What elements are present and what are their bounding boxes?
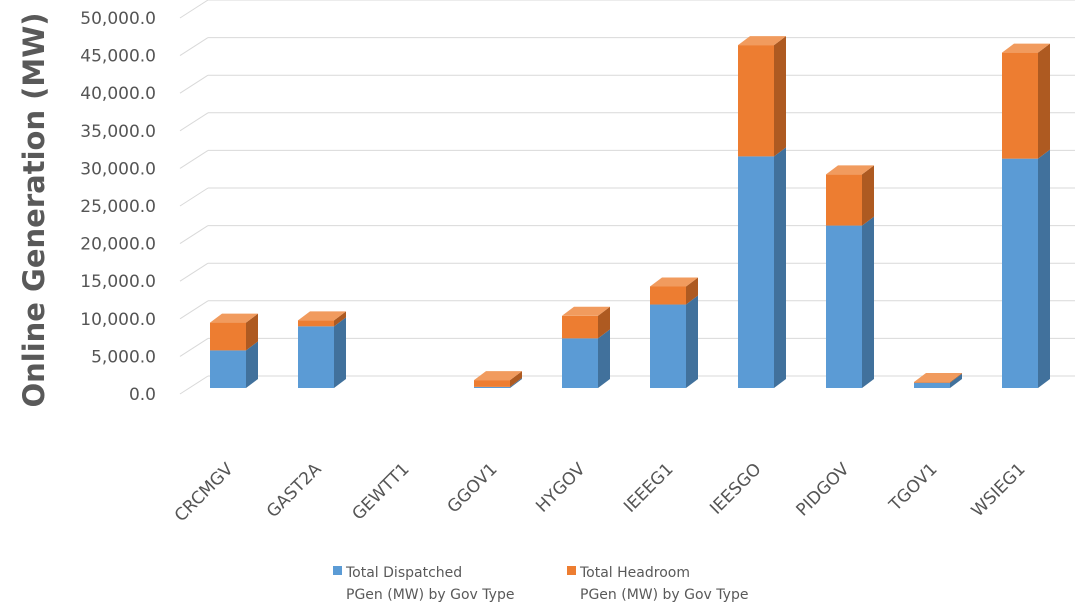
- bar-segment: [474, 371, 522, 387]
- y-tick-label: 5,000.0: [91, 347, 156, 367]
- bar-segment: [1002, 43, 1050, 159]
- category-label: IEEEG1: [620, 459, 677, 516]
- y-tick-label: 15,000.0: [80, 272, 156, 292]
- bar-top: [738, 36, 786, 46]
- legend-label-dispatched-line2: PGen (MW) by Gov Type: [346, 587, 514, 603]
- bars: [210, 36, 1050, 388]
- bar-segment: [562, 306, 610, 339]
- y-tick-label: 35,000.0: [80, 122, 156, 142]
- gridline: [179, 112, 1075, 132]
- legend-label-headroom-line2: PGen (MW) by Gov Type: [580, 587, 748, 603]
- bar-top: [650, 277, 698, 287]
- bar-top: [562, 306, 610, 316]
- bar-segment: [826, 216, 874, 388]
- gridline: [179, 225, 1075, 245]
- y-tick-label: 20,000.0: [80, 235, 156, 255]
- bar-top: [826, 165, 874, 175]
- bar-segment: [298, 311, 346, 327]
- y-tick-label: 40,000.0: [80, 84, 156, 104]
- category-labels: CRCMGV GAST2A GEWTT1 GGOV1 HYGOV IEEEG1 IEESGO…: [171, 459, 1030, 526]
- gridline: [179, 149, 1075, 169]
- gridline: [179, 262, 1075, 282]
- category-label: GGOV1: [444, 459, 502, 517]
- legend-label-dispatched-line1: Total Dispatched: [345, 565, 462, 581]
- gridline: [179, 74, 1075, 94]
- category-label: HYGOV: [532, 459, 590, 517]
- bar-top: [298, 311, 346, 321]
- bar-segment: [826, 165, 874, 226]
- category-label: CRCMGV: [171, 459, 238, 526]
- bar-segment: [474, 377, 522, 388]
- bar-segment: [738, 147, 786, 388]
- y-tick-label: 25,000.0: [80, 197, 156, 217]
- y-tick-label: 10,000.0: [80, 310, 156, 330]
- category-label: TGOV1: [885, 459, 942, 516]
- y-tick-label: 30,000.0: [80, 159, 156, 179]
- bar-segment: [210, 341, 258, 388]
- category-label: WSIEG1: [968, 459, 1030, 521]
- bar-segment: [738, 36, 786, 157]
- legend-label-headroom-line1: Total Headroom: [579, 565, 690, 581]
- bar-segment: [562, 329, 610, 388]
- bar-segment: [650, 277, 698, 305]
- bar-segment: [650, 295, 698, 388]
- bar-segment: [914, 372, 962, 383]
- legend-swatch-headroom: [567, 566, 576, 575]
- y-tick-label: 45,000.0: [80, 47, 156, 67]
- category-label: GAST2A: [263, 459, 326, 522]
- gridline: [179, 300, 1075, 320]
- gridline: [179, 187, 1075, 207]
- legend: Total Dispatched PGen (MW) by Gov Type T…: [333, 565, 748, 603]
- legend-swatch-dispatched: [333, 566, 342, 575]
- gridline: [179, 337, 1075, 357]
- bar-segment: [914, 373, 962, 388]
- gridline: [179, 37, 1075, 57]
- bar-top: [210, 313, 258, 323]
- category-label: PIDGOV: [793, 459, 854, 520]
- y-tick-label: 0.0: [129, 385, 156, 405]
- bar-top: [1002, 43, 1050, 53]
- category-label: IEESGO: [706, 459, 765, 518]
- bar-top: [914, 372, 962, 382]
- bar-segment: [1002, 149, 1050, 388]
- gridlines: [179, 0, 1075, 395]
- y-tick-label: 50,000.0: [80, 9, 156, 29]
- gridline: [179, 0, 1075, 19]
- bar-top: [474, 371, 522, 381]
- bar-segment: [298, 317, 346, 388]
- y-tick-labels: 0.0 5,000.0 10,000.0 15,000.0 20,000.0 25,000…: [80, 9, 156, 405]
- bar-segment: [210, 313, 258, 351]
- category-label: GEWTT1: [348, 459, 413, 524]
- y-axis-label: Online Generation (MW): [17, 12, 51, 407]
